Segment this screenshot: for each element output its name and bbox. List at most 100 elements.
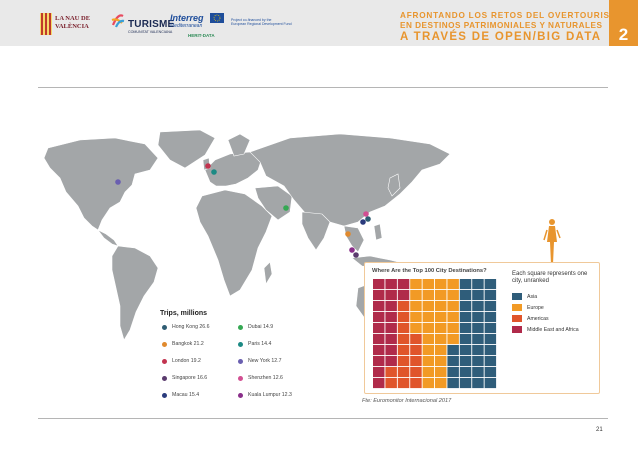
marker-new-york [115, 179, 121, 185]
waffle-cell [435, 312, 447, 323]
waffle-cell [397, 367, 410, 378]
inset-key-item: Europe [512, 304, 544, 311]
waffle-cell [459, 345, 472, 356]
legend-item: Shenzhen 12.6 [238, 375, 283, 381]
south-america-shape [111, 245, 159, 341]
top-100-cities-inset: Where Are the Top 100 City Destinations?… [364, 262, 600, 394]
marker-bangkok [345, 231, 351, 237]
cofinanced-text: Project co-financed by the European Regi… [231, 18, 292, 27]
waffle-cell [459, 367, 472, 378]
waffle-cell [373, 301, 385, 312]
waffle-cell [459, 312, 472, 323]
waffle-cell [410, 334, 422, 345]
chapter-number: 2 [609, 0, 638, 46]
waffle-grid [373, 279, 497, 389]
legend-dot [238, 324, 243, 330]
waffle-cell [410, 323, 422, 334]
inset-key-swatch [512, 293, 522, 300]
waffle-cell [385, 312, 397, 323]
waffle-cell [472, 378, 484, 389]
waffle-cell [435, 345, 447, 356]
waffle-cell [484, 290, 497, 301]
waffle-cell [459, 356, 472, 367]
waffle-cell [373, 356, 385, 367]
waffle-cell [435, 290, 447, 301]
inset-key-label: Middle East and Africa [527, 326, 579, 333]
waffle-cell [410, 356, 422, 367]
waffle-cell [472, 334, 484, 345]
waffle-cell [422, 279, 435, 290]
waffle-cell [422, 290, 435, 301]
marker-macau [360, 219, 366, 225]
interreg-sub: Mediterranean [170, 23, 203, 29]
inset-key-label: Americas [527, 315, 549, 322]
waffle-cell [373, 290, 385, 301]
waffle-cell [397, 356, 410, 367]
legend-label: Singapore 16.6 [172, 375, 208, 381]
legend-item: Paris 14.4 [238, 341, 271, 347]
waffle-cell [484, 345, 497, 356]
waffle-cell [397, 323, 410, 334]
central-america-shape [97, 229, 119, 247]
waffle-cell [385, 279, 397, 290]
waffle-cell [472, 356, 484, 367]
turisme-wordmark: TURISME [128, 19, 175, 30]
logo1-line-2: VALÈNCIA [55, 23, 89, 30]
waffle-cell [410, 279, 422, 290]
waffle-cell [484, 323, 497, 334]
legend-dot [238, 392, 243, 398]
waffle-cell [422, 312, 435, 323]
waffle-cell [484, 301, 497, 312]
waffle-cell [397, 290, 410, 301]
inset-key-item: Middle East and Africa [512, 326, 579, 333]
header-title-line-3: A TRAVÉS DE OPEN/BIG DATA [400, 31, 602, 43]
inset-key-swatch [512, 315, 522, 322]
japan-shape [387, 173, 401, 197]
inset-key-item: Americas [512, 315, 549, 322]
waffle-cell [422, 301, 435, 312]
waffle-cell [373, 334, 385, 345]
waffle-cell [422, 378, 435, 389]
waffle-cell [472, 290, 484, 301]
waffle-cell [385, 323, 397, 334]
waffle-cell [373, 345, 385, 356]
asia-shape [249, 133, 451, 227]
waffle-cell [472, 323, 484, 334]
marker-london [205, 163, 211, 169]
waffle-cell [447, 290, 459, 301]
waffle-cell [397, 312, 410, 323]
waffle-cell [373, 323, 385, 334]
city-markers [115, 163, 371, 258]
marker-dubai [283, 205, 289, 211]
waffle-cell [410, 367, 422, 378]
waffle-cell [410, 312, 422, 323]
inset-key-swatch [512, 304, 522, 311]
turisme-sub: COMUNITAT VALENCIANA [128, 30, 173, 34]
waffle-cell [484, 378, 497, 389]
inset-key-label: Asia [527, 293, 538, 300]
waffle-cell [484, 367, 497, 378]
waffle-cell [459, 334, 472, 345]
waffle-cell [397, 345, 410, 356]
waffle-cell [484, 356, 497, 367]
waffle-cell [484, 312, 497, 323]
turisme-logo: TURISME COMUNITAT VALENCIANA [110, 12, 174, 38]
waffle-cell [410, 290, 422, 301]
waffle-cell [435, 367, 447, 378]
greenland-shape [157, 130, 216, 169]
top-divider [38, 87, 608, 88]
waffle-cell [447, 323, 459, 334]
madagascar-shape [263, 261, 273, 285]
waffle-cell [422, 367, 435, 378]
legend-label: Paris 14.4 [248, 341, 272, 347]
interreg-logo: Interreg Mediterranean HERIT-DATA [170, 13, 228, 43]
waffle-cell [435, 279, 447, 290]
walking-woman-figurine [543, 219, 561, 264]
waffle-cell [397, 378, 410, 389]
waffle-cell [447, 356, 459, 367]
legend-item: Bangkok 21.2 [162, 341, 204, 347]
waffle-cell [385, 334, 397, 345]
waffle-cell [435, 334, 447, 345]
waffle-cell [447, 301, 459, 312]
europe-shape [204, 151, 263, 187]
